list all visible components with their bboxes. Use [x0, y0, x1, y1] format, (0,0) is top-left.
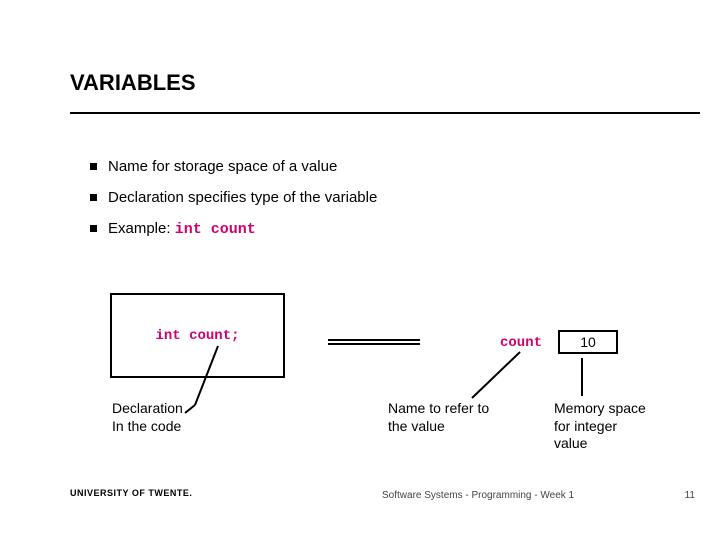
- bullet-list: Name for storage space of a value Declar…: [90, 158, 377, 252]
- bullet-text: Declaration specifies type of the variab…: [108, 189, 377, 206]
- inline-code: int count: [175, 221, 256, 238]
- label-line: value: [554, 435, 646, 453]
- memory-label: Memory space for integer value: [554, 400, 646, 453]
- name-label: Name to refer to the value: [388, 400, 489, 435]
- title-rule: [70, 112, 700, 114]
- slide-title: VARIABLES: [70, 70, 196, 96]
- page-number: 11: [685, 490, 695, 501]
- label-line: In the code: [112, 418, 183, 436]
- label-line: Declaration: [112, 400, 183, 418]
- label-line: the value: [388, 418, 489, 436]
- declaration-label: Declaration In the code: [112, 400, 183, 435]
- bullet-item: Name for storage space of a value: [90, 158, 377, 175]
- slide: VARIABLES Name for storage space of a va…: [0, 0, 720, 540]
- value-box: 10: [558, 330, 618, 354]
- code-box: int count;: [110, 293, 285, 378]
- label-line: for integer: [554, 418, 646, 436]
- bullet-text: Example:: [108, 220, 175, 237]
- bullet-item: Declaration specifies type of the variab…: [90, 189, 377, 206]
- bullet-text: Name for storage space of a value: [108, 158, 337, 175]
- label-line: Name to refer to: [388, 400, 489, 418]
- value-text: 10: [580, 334, 596, 350]
- count-text: count: [500, 335, 542, 351]
- code-box-text: int count;: [155, 328, 239, 344]
- university-logo-text: UNIVERSITY OF TWENTE.: [70, 488, 192, 498]
- label-line: Memory space: [554, 400, 646, 418]
- footer-text: Software Systems - Programming - Week 1: [382, 490, 574, 501]
- bullet-item: Example: int count: [90, 220, 377, 238]
